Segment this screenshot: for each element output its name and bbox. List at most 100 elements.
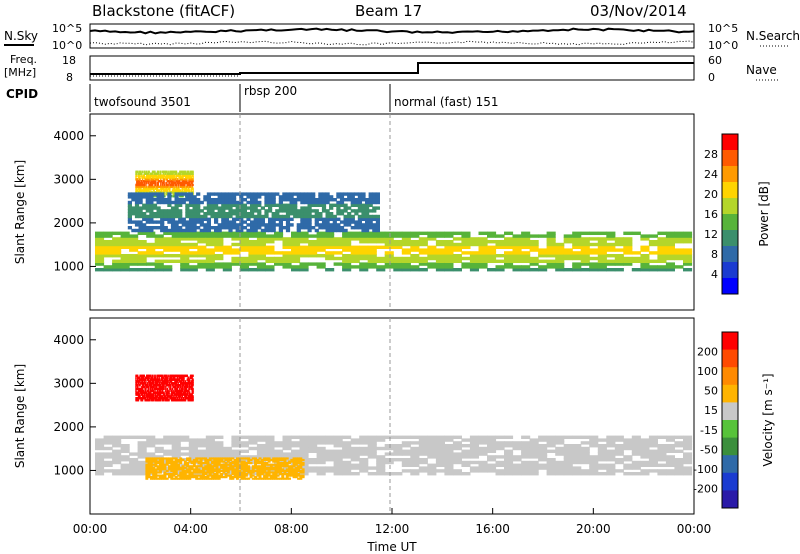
heatmap-cell xyxy=(173,187,175,190)
heatmap-cell xyxy=(177,172,179,175)
heatmap-cell xyxy=(138,198,143,202)
heatmap-cell xyxy=(469,256,479,261)
heatmap-cell xyxy=(580,245,590,249)
heatmap-cell xyxy=(203,226,208,230)
heatmap-cell xyxy=(221,217,226,221)
heatmap-cell xyxy=(167,200,172,205)
heatmap-cell xyxy=(215,462,219,465)
heatmap-cell xyxy=(163,248,173,252)
heatmap-cell xyxy=(204,462,208,465)
heatmap-cell xyxy=(202,468,205,471)
heatmap-cell xyxy=(546,259,556,263)
heatmap-cell xyxy=(179,477,183,480)
heatmap-cell xyxy=(174,457,178,460)
heatmap-cell xyxy=(251,466,255,469)
heatmap-cell xyxy=(289,203,294,207)
heatmap-cell xyxy=(308,262,318,266)
nsky-label: N.Sky xyxy=(4,29,38,43)
heatmap-cell xyxy=(156,178,159,181)
heatmap-cell xyxy=(354,220,359,224)
heatmap-cell xyxy=(191,174,193,177)
heatmap-cell xyxy=(180,374,183,378)
heatmap-cell xyxy=(614,446,624,451)
heatmap-cell xyxy=(112,251,122,255)
heatmap-cell xyxy=(163,200,168,205)
heatmap-cell xyxy=(217,223,222,227)
heatmap-cell xyxy=(144,170,146,174)
heatmap-cell xyxy=(143,181,145,185)
heatmap-cell xyxy=(187,181,189,185)
heatmap-cell xyxy=(151,185,153,189)
heatmap-cell xyxy=(546,248,556,252)
heatmap-cell xyxy=(120,449,130,453)
heatmap-cell xyxy=(276,463,280,466)
heatmap-cell xyxy=(179,376,181,379)
heatmap-cell xyxy=(240,457,244,460)
heatmap-cell xyxy=(146,176,148,179)
heatmap-cell xyxy=(170,194,173,198)
heatmap-cell xyxy=(300,200,305,205)
heatmap-cell xyxy=(285,203,291,207)
heatmap-cell xyxy=(138,206,143,210)
heatmap-cell xyxy=(151,382,153,385)
heatmap-cell xyxy=(264,203,269,207)
heatmap-cell xyxy=(469,262,479,266)
heatmap-cell xyxy=(329,217,334,221)
heatmap-cell xyxy=(162,382,164,385)
heatmap-cell xyxy=(173,194,175,198)
heatmap-cell xyxy=(146,170,148,174)
heatmap-cell xyxy=(138,181,140,185)
heatmap-cell xyxy=(299,262,309,266)
heatmap-cell xyxy=(359,262,369,266)
heatmap-cell xyxy=(283,477,287,480)
heatmap-cell xyxy=(504,245,514,249)
heatmap-cell xyxy=(158,395,160,398)
heatmap-cell xyxy=(293,203,298,207)
heatmap-cell xyxy=(189,395,192,398)
heatmap-cell xyxy=(196,200,201,205)
heatmap-cell xyxy=(172,398,174,402)
heatmap-cell xyxy=(204,458,208,462)
heatmap-cell xyxy=(444,234,454,238)
heatmap-cell xyxy=(683,438,693,442)
heatmap-cell xyxy=(248,245,258,249)
heatmap-cell xyxy=(427,444,437,448)
heatmap-cell xyxy=(156,474,160,477)
heatmap-cell xyxy=(179,174,181,177)
heatmap-cell xyxy=(138,387,140,391)
heatmap-cell xyxy=(177,474,180,477)
heatmap-cell xyxy=(316,254,326,258)
heatmap-cell xyxy=(165,391,168,394)
heatmap-cell xyxy=(167,172,169,175)
heatmap-cell xyxy=(435,438,445,442)
heatmap-cell xyxy=(172,181,174,185)
heatmap-cell xyxy=(154,259,164,263)
heatmap-cell xyxy=(159,387,161,391)
heatmap-cell xyxy=(184,385,187,389)
heatmap-cell xyxy=(156,185,159,189)
heatmap-cell xyxy=(161,374,164,378)
heatmap-cell xyxy=(221,209,226,213)
heatmap-cell xyxy=(197,259,207,263)
heatmap-cell xyxy=(640,254,650,258)
heatmap-cell xyxy=(222,469,226,472)
heatmap-cell xyxy=(144,382,146,385)
heatmap-cell xyxy=(248,446,258,451)
heatmap-cell xyxy=(192,391,194,394)
heatmap-cell xyxy=(224,200,229,205)
heatmap-cell xyxy=(150,174,152,177)
heatmap-cell xyxy=(173,397,175,400)
heatmap-cell xyxy=(614,237,624,241)
heatmap-cell xyxy=(154,237,164,241)
heatmap-cell xyxy=(597,466,607,470)
heatmap-cell xyxy=(181,187,183,190)
heatmap-cell xyxy=(580,435,590,439)
heatmap-cell xyxy=(141,393,143,396)
heatmap-cell xyxy=(401,452,411,456)
heatmap-cell xyxy=(144,178,146,181)
heatmap-cell xyxy=(325,452,335,456)
heatmap-cell xyxy=(529,444,539,448)
heatmap-cell xyxy=(168,384,170,387)
heatmap-cell xyxy=(258,457,262,460)
